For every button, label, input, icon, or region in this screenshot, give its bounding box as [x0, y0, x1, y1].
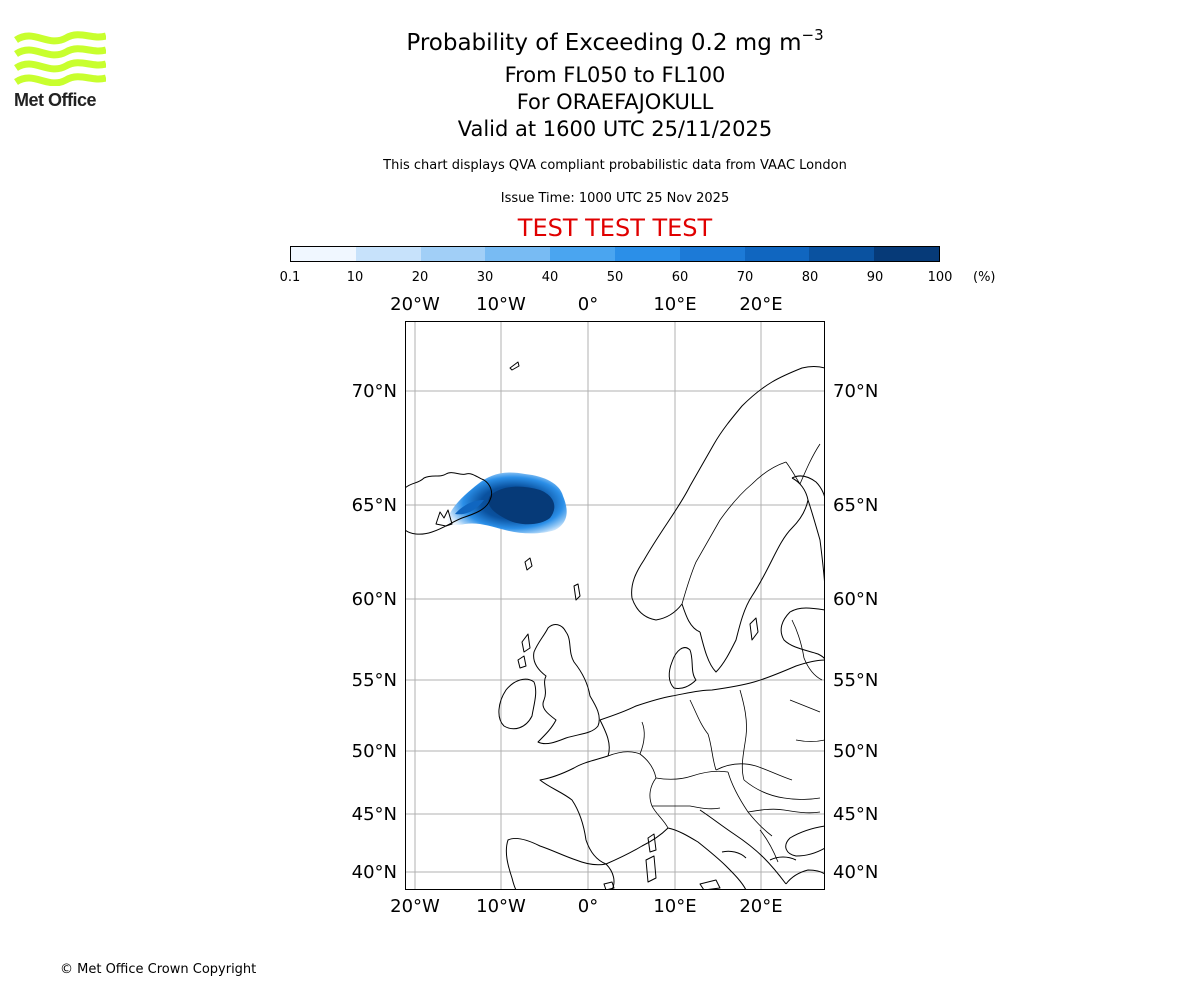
gotland — [749, 617, 759, 641]
baltic-east — [780, 607, 825, 661]
test-banner: TEST TEST TEST — [517, 214, 713, 242]
axis-label: 20°W — [390, 294, 440, 315]
axis-label: 0° — [578, 294, 598, 315]
met-office-waves-icon — [14, 31, 107, 87]
axis-label: 45°N — [833, 804, 878, 825]
axis-label: 70°N — [352, 381, 397, 402]
ash-probability-plume — [447, 472, 567, 534]
colorbar-segment — [420, 247, 486, 261]
met-office-logo-text: Met Office — [14, 90, 97, 110]
chart-title-exponent: −3 — [801, 26, 824, 44]
axis-label: 65°N — [833, 495, 878, 516]
colorbar-tick-label: 10 — [346, 270, 364, 285]
iberia-south — [605, 863, 615, 890]
colorbar-segment — [550, 247, 615, 261]
colorbar-tick-label: 30 — [476, 270, 494, 285]
bottom-longitude-labels: 20°W 10°W 0° 10°E 20°E — [390, 896, 782, 917]
colorbar-segment — [291, 247, 356, 261]
axis-label: 20°W — [390, 896, 440, 917]
adriatic-balkans — [699, 809, 787, 885]
black-sea — [785, 825, 825, 857]
colorbar-segment — [355, 247, 421, 261]
map-frame — [405, 321, 825, 890]
balearics — [603, 881, 615, 890]
denmark — [668, 647, 697, 689]
chart-title-main: Probability of Exceeding 0.2 mg m — [406, 30, 802, 56]
issue-time: Issue Time: 1000 UTC 25 Nov 2025 — [500, 191, 730, 206]
flight-level-range: From FL050 to FL100 — [504, 63, 726, 87]
axis-label: 0° — [578, 896, 598, 917]
colorbar — [290, 246, 940, 262]
colorbar-segment — [679, 247, 745, 261]
colorbar-tick-label: 100 — [927, 270, 953, 285]
colorbar-tick-label: 80 — [801, 270, 819, 285]
map-gridlines — [405, 321, 825, 890]
axis-label: 45°N — [352, 804, 397, 825]
iberia — [505, 837, 607, 890]
great-britain — [533, 624, 600, 745]
colorbar-segment — [485, 247, 551, 261]
greece-turkey — [769, 856, 825, 885]
axis-label: 10°E — [653, 896, 696, 917]
netherlands-belgium — [599, 719, 610, 757]
jan-mayen — [509, 361, 520, 371]
colorbar-tick-label: 90 — [866, 270, 884, 285]
axis-label: 65°N — [352, 495, 397, 516]
chart-title: Probability of Exceeding 0.2 mg m−3 — [0, 26, 1200, 56]
valid-time: Valid at 1600 UTC 25/11/2025 — [457, 117, 773, 141]
france-coast — [539, 755, 609, 865]
axis-label: 60°N — [833, 589, 878, 610]
colorbar-tick-label: 40 — [541, 270, 559, 285]
sweden-coast — [699, 477, 809, 673]
axis-label: 10°E — [653, 294, 696, 315]
italy — [667, 827, 747, 890]
axis-label: 55°N — [352, 670, 397, 691]
ireland — [498, 678, 537, 730]
iceland-west-fjords — [435, 509, 453, 527]
colorbar-unit: (%) — [973, 270, 996, 285]
shetland — [573, 583, 581, 601]
axis-label: 50°N — [352, 741, 397, 762]
copyright-notice: © Met Office Crown Copyright — [60, 962, 257, 977]
met-office-logo: Met Office — [14, 30, 114, 112]
norway-coast — [631, 366, 825, 599]
country-borders — [607, 443, 825, 863]
left-latitude-labels: 70°N 65°N 60°N 55°N 50°N 45°N 40°N — [352, 381, 397, 883]
colorbar-segment — [809, 247, 875, 261]
finland-coast — [807, 499, 825, 589]
faroe-islands — [524, 557, 533, 571]
mediterranean-north — [605, 827, 669, 865]
colorbar-tick-label: 70 — [736, 270, 754, 285]
hebrides — [517, 633, 531, 669]
axis-label: 20°E — [739, 896, 782, 917]
volcano-name: For ORAEFAJOKULL — [516, 90, 714, 114]
continent-north-coast — [599, 659, 825, 721]
axis-label: 55°N — [833, 670, 878, 691]
colorbar-segment — [874, 247, 939, 261]
chart-subtitle: This chart displays QVA compliant probab… — [383, 158, 847, 173]
colorbar-tick-label: 20 — [411, 270, 429, 285]
axis-label: 50°N — [833, 741, 878, 762]
norway-south — [631, 597, 701, 633]
axis-label: 10°W — [476, 294, 526, 315]
sardinia — [645, 855, 657, 883]
corsica — [647, 833, 657, 853]
sicily — [699, 879, 721, 890]
colorbar-tick-label: 0.1 — [279, 270, 301, 285]
colorbar-tick-label: 60 — [671, 270, 689, 285]
axis-label: 40°N — [833, 862, 878, 883]
colorbar-segment — [744, 247, 810, 261]
colorbar-segment — [614, 247, 680, 261]
axis-label: 10°W — [476, 896, 526, 917]
colorbar-tick-label: 50 — [606, 270, 624, 285]
axis-label: 70°N — [833, 381, 878, 402]
iceland-coast — [405, 472, 493, 535]
coastlines — [405, 361, 825, 890]
top-longitude-labels: 20°W 10°W 0° 10°E 20°E — [390, 294, 782, 315]
axis-label: 20°E — [739, 294, 782, 315]
right-latitude-labels: 70°N 65°N 60°N 55°N 50°N 45°N 40°N — [833, 381, 878, 883]
axis-label: 40°N — [352, 862, 397, 883]
axis-label: 60°N — [352, 589, 397, 610]
